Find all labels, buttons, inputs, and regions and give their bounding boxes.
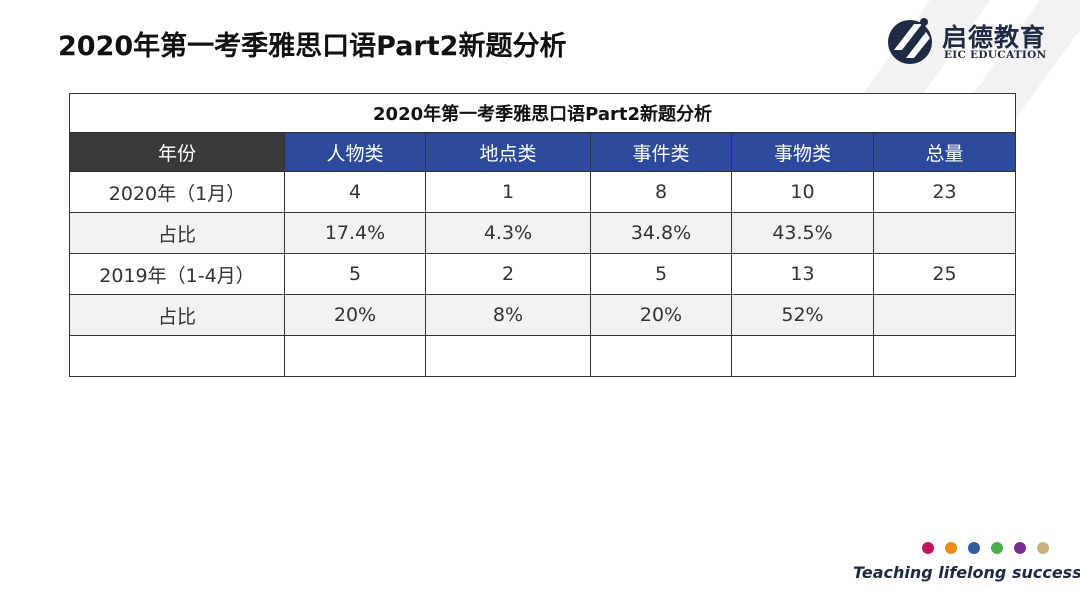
table-cell: 2 — [425, 253, 591, 295]
header-events: 事件类 — [590, 132, 732, 172]
footer-tagline: Teaching lifelong success — [853, 563, 1080, 582]
table-cell: 占比 — [69, 294, 285, 336]
table-cell: 17.4% — [284, 212, 426, 254]
table-caption: 2020年第一考季雅思口语Part2新题分析 — [68, 93, 1017, 133]
table-cell: 4.3% — [425, 212, 591, 254]
table-cell: 占比 — [69, 212, 285, 254]
table-cell — [872, 212, 1017, 254]
table-cell: 43.5% — [731, 212, 874, 254]
table-cell: 5 — [590, 253, 732, 295]
table-cell: 25 — [872, 253, 1017, 295]
table-cell: 8% — [425, 294, 591, 336]
table-cell — [872, 335, 1017, 377]
table-row: 占比 17.4% 4.3% 34.8% 43.5% — [69, 212, 1017, 254]
table-cell — [872, 294, 1017, 336]
header-total: 总量 — [872, 132, 1017, 172]
table-cell — [69, 335, 285, 377]
table-cell: 5 — [284, 253, 426, 295]
table-cell: 34.8% — [590, 212, 732, 254]
table-cell: 2020年（1月） — [69, 171, 285, 213]
brand-dot — [991, 542, 1003, 554]
brand-dot — [1014, 542, 1026, 554]
header-places: 地点类 — [425, 132, 591, 172]
header-people: 人物类 — [284, 132, 426, 172]
table-cell: 20% — [590, 294, 732, 336]
brand-dots — [922, 542, 1052, 556]
table-cell — [284, 335, 426, 377]
table-cell: 10 — [731, 171, 874, 213]
brand-logo: 启德教育 EIC EDUCATION — [884, 14, 1054, 70]
brand-dot — [945, 542, 957, 554]
table-cell — [425, 335, 591, 377]
table-row: 占比 20% 8% 20% 52% — [69, 294, 1017, 336]
table-cell — [731, 335, 874, 377]
header-year: 年份 — [69, 132, 285, 172]
brand-dot — [1037, 542, 1049, 554]
table-row — [69, 335, 1017, 377]
table-cell: 23 — [872, 171, 1017, 213]
table-header-row: 年份 人物类 地点类 事件类 事物类 总量 — [69, 132, 1017, 172]
table-cell: 4 — [284, 171, 426, 213]
brand-dot — [968, 542, 980, 554]
logo-chinese-name: 启德教育 — [942, 23, 1047, 52]
table-cell — [590, 335, 732, 377]
brand-dot — [922, 542, 934, 554]
table-cell: 20% — [284, 294, 426, 336]
table-cell: 8 — [590, 171, 732, 213]
table-cell: 52% — [731, 294, 874, 336]
table-row: 2020年（1月） 4 1 8 10 23 — [69, 171, 1017, 213]
table-cell: 2019年（1-4月） — [69, 253, 285, 295]
table-cell: 13 — [731, 253, 874, 295]
header-objects: 事物类 — [731, 132, 874, 172]
logo-english-name: EIC EDUCATION — [944, 49, 1047, 61]
table-row: 2019年（1-4月） 5 2 5 13 25 — [69, 253, 1017, 295]
stats-table: 2020年第一考季雅思口语Part2新题分析 年份 人物类 地点类 事件类 事物… — [68, 93, 1017, 377]
table-cell: 1 — [425, 171, 591, 213]
eic-logo-icon — [888, 18, 932, 64]
page-title: 2020年第一考季雅思口语Part2新题分析 — [58, 31, 567, 62]
